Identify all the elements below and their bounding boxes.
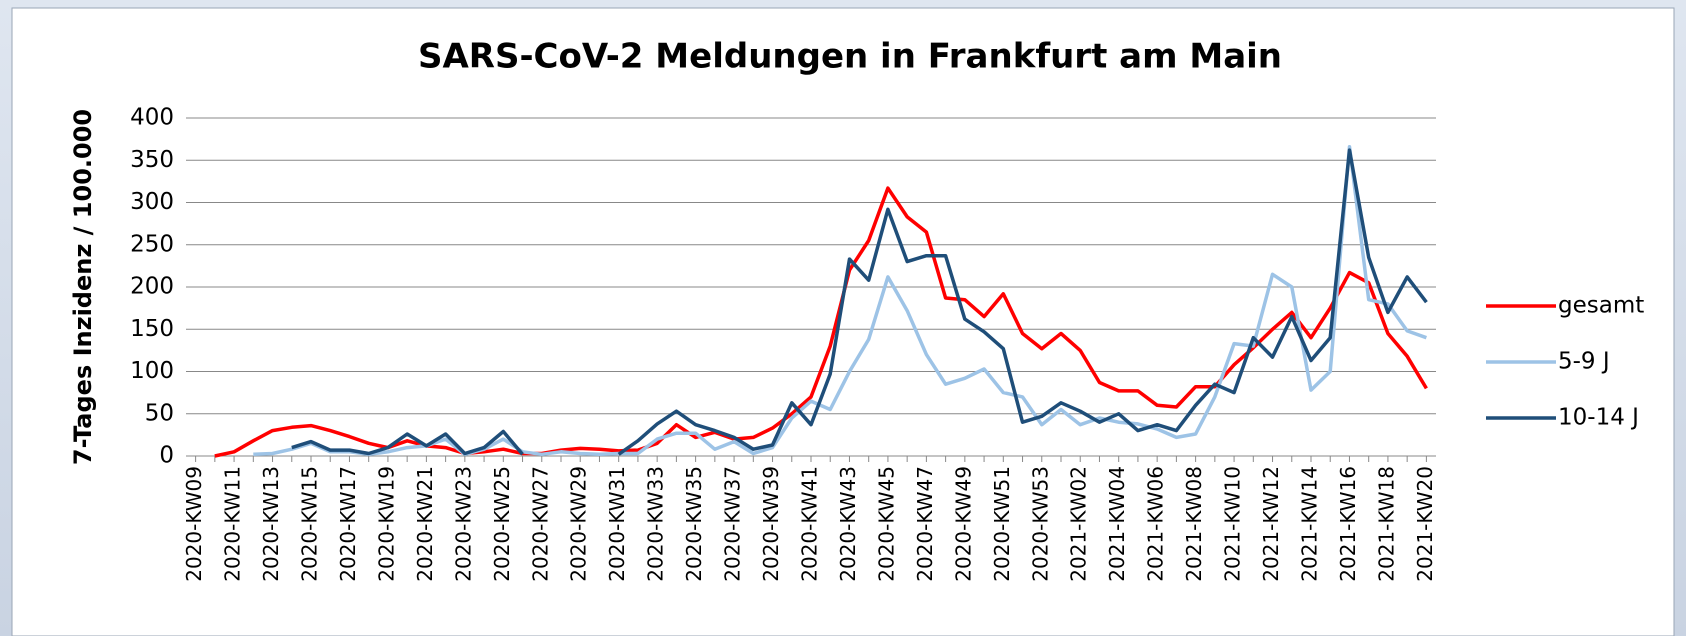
x-tick-label: 2020-KW47	[913, 466, 937, 582]
y-tick-label: 0	[159, 443, 174, 469]
x-tick-label: 2020-KW29	[567, 466, 591, 582]
x-tick-label: 2020-KW19	[374, 466, 398, 582]
x-tick-label: 2021-KW16	[1336, 466, 1360, 582]
x-tick-label: 2020-KW33	[644, 466, 668, 582]
legend-label: gesamt	[1558, 293, 1644, 319]
series-line	[291, 148, 1428, 456]
x-tick-label: 2020-KW45	[874, 466, 898, 582]
x-tick-label: 2020-KW53	[1028, 466, 1052, 582]
x-tick-label: 2020-KW31	[605, 466, 629, 582]
x-tick-label: 2020-KW41	[798, 466, 822, 582]
x-tick-label: 2021-KW12	[1259, 466, 1283, 582]
x-tick-label: 2020-KW09	[182, 466, 206, 582]
x-tick-label: 2020-KW37	[721, 466, 745, 582]
x-tick-label: 2020-KW43	[836, 466, 860, 582]
y-tick-label: 300	[130, 189, 174, 215]
legend-label: 5-9 J	[1558, 349, 1610, 375]
x-tick-label: 2020-KW27	[528, 466, 552, 582]
x-tick-label: 2021-KW02	[1067, 466, 1091, 582]
chart-area	[11, 7, 1675, 636]
x-tick-label: 2020-KW39	[759, 466, 783, 582]
y-tick-label: 400	[130, 105, 174, 131]
x-tick-label: 2021-KW08	[1182, 466, 1206, 582]
series-line	[253, 144, 1427, 457]
y-tick-label: 150	[130, 316, 174, 342]
y-tick-label: 100	[130, 358, 174, 384]
x-tick-label: 2021-KW18	[1374, 466, 1398, 582]
x-tick-label: 2020-KW11	[221, 466, 245, 582]
y-tick-label: 200	[130, 274, 174, 300]
x-tick-label: 2021-KW04	[1105, 466, 1129, 582]
x-tick-label: 2021-KW20	[1413, 466, 1437, 582]
x-tick-label: 2020-KW21	[413, 466, 437, 582]
x-tick-label: 2020-KW23	[451, 466, 475, 582]
x-tick-label: 2021-KW14	[1298, 466, 1322, 582]
x-tick-label: 2020-KW13	[259, 466, 283, 582]
y-tick-label: 350	[130, 147, 174, 173]
x-tick-label: 2020-KW51	[990, 466, 1014, 582]
series-line	[214, 186, 1428, 458]
x-tick-label: 2020-KW35	[682, 466, 706, 582]
y-axis-label: 7-Tages Inzidenz / 100.000	[69, 109, 97, 465]
x-tick-label: 2020-KW49	[951, 466, 975, 582]
x-tick-label: 2021-KW10	[1221, 466, 1245, 582]
legend-label: 10-14 J	[1558, 405, 1639, 431]
y-tick-label: 50	[145, 400, 174, 426]
x-tick-label: 2020-KW25	[490, 466, 514, 582]
y-tick-label: 250	[130, 231, 174, 257]
chart-title: SARS-CoV-2 Meldungen in Frankfurt am Mai…	[418, 37, 1282, 77]
x-tick-label: 2021-KW06	[1144, 466, 1168, 582]
x-tick-label: 2020-KW17	[336, 466, 360, 582]
x-tick-label: 2020-KW15	[298, 466, 322, 582]
